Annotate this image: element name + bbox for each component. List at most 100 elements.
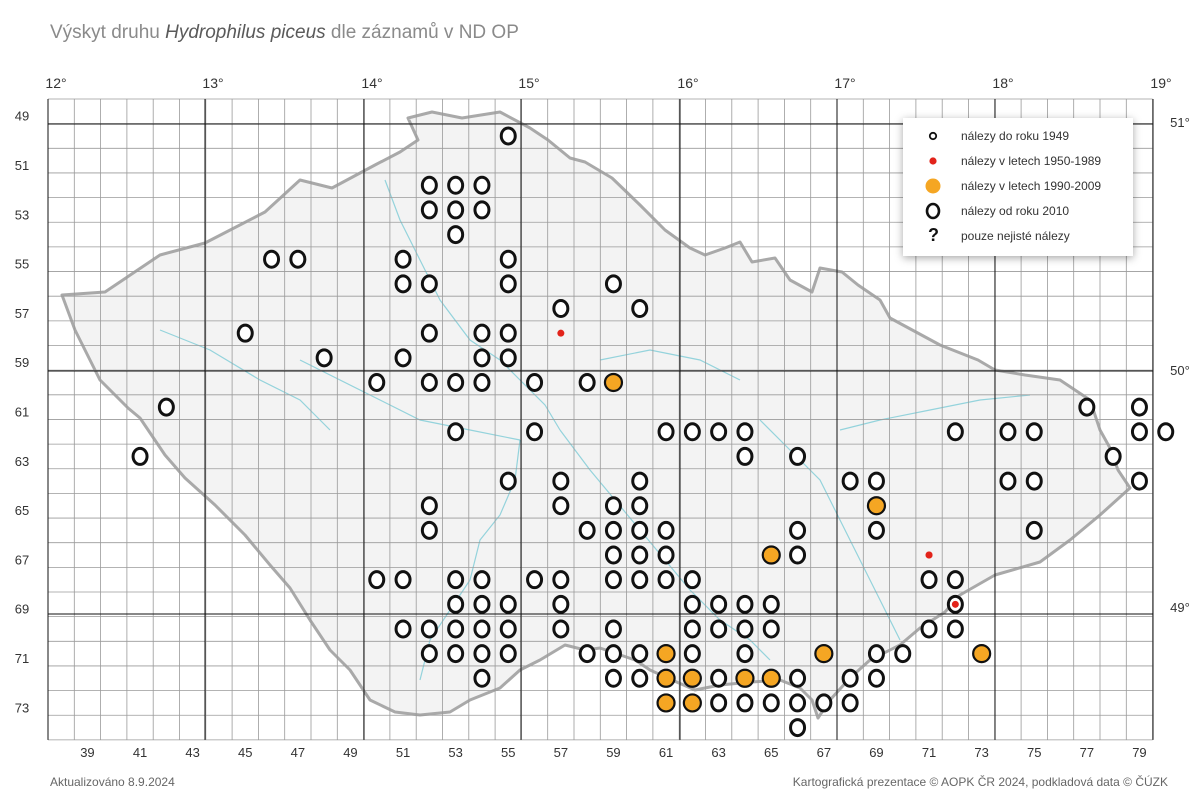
record-2010: [710, 422, 728, 442]
record-2010: [315, 348, 333, 368]
river: [759, 419, 901, 641]
record-2010: [789, 520, 807, 540]
record-1990: [814, 644, 834, 664]
record-2010: [447, 200, 465, 220]
river: [384, 179, 561, 431]
record-1950: [557, 329, 565, 337]
record-2010: [631, 644, 649, 664]
record-2010: [683, 644, 701, 664]
record-2010: [631, 668, 649, 688]
record-2010: [657, 422, 675, 442]
record-2010: [552, 570, 570, 590]
record-2010: [841, 471, 859, 491]
record-2010: [736, 644, 754, 664]
record-2010: [447, 644, 465, 664]
record-2010: [867, 471, 885, 491]
column-label: 55: [501, 745, 515, 760]
record-2010: [867, 668, 885, 688]
record-2010: [499, 619, 517, 639]
record-2010: [920, 619, 938, 639]
record-2010: [473, 348, 491, 368]
record-2010: [867, 520, 885, 540]
column-label: 71: [922, 745, 936, 760]
record-2010: [631, 471, 649, 491]
record-2010: [499, 594, 517, 614]
row-label: 63: [15, 454, 29, 469]
record-2010: [420, 520, 438, 540]
record-2010: [631, 299, 649, 319]
record-2010: [552, 299, 570, 319]
column-label: 57: [554, 745, 568, 760]
row-label: 71: [15, 651, 29, 666]
bold-ring-icon: [925, 202, 941, 220]
record-2010: [289, 249, 307, 269]
record-2010: [447, 594, 465, 614]
legend-label: nálezy do roku 1949: [961, 129, 1070, 143]
record-2010: [420, 496, 438, 516]
record-2010: [394, 570, 412, 590]
record-2010: [263, 249, 281, 269]
column-label: 73: [974, 745, 988, 760]
record-2010: [683, 619, 701, 639]
record-1990-only: [606, 375, 621, 390]
legend-item-1990: nálezy v letech 1990-2009: [903, 174, 1133, 199]
record-2010: [447, 372, 465, 392]
record-2010: [552, 594, 570, 614]
record-2010: [657, 520, 675, 540]
record-2010: [1130, 397, 1148, 417]
column-label: 67: [817, 745, 831, 760]
record-2010: [1104, 446, 1122, 466]
record-2010: [394, 348, 412, 368]
record-2010: [604, 520, 622, 540]
record-2010: [1025, 520, 1043, 540]
record-2010: [526, 372, 544, 392]
column-label: 51: [396, 745, 410, 760]
longitude-label: 14°: [361, 75, 382, 91]
column-label: 41: [133, 745, 147, 760]
record-2010: [447, 225, 465, 245]
record-2010: [526, 422, 544, 442]
record-2010: [736, 594, 754, 614]
record-2010: [631, 520, 649, 540]
record-2010: [710, 619, 728, 639]
row-label: 73: [15, 700, 29, 715]
record-2010: [420, 175, 438, 195]
record-2010: [789, 718, 807, 738]
longitude-label: 19°: [1150, 75, 1171, 91]
record-2010: [683, 422, 701, 442]
record-2010: [473, 175, 491, 195]
record-2010: [499, 249, 517, 269]
record-2010: [368, 372, 386, 392]
record-2010: [394, 619, 412, 639]
red-dot-icon: [929, 157, 937, 165]
record-2010: [499, 348, 517, 368]
record-2010: [736, 422, 754, 442]
legend-label: nálezy od roku 2010: [961, 204, 1070, 218]
record-2010: [710, 668, 728, 688]
legend-item-uncertain: ? pouze nejisté nálezy: [903, 224, 1133, 249]
record-2010: [946, 619, 964, 639]
record-2010: [473, 200, 491, 220]
record-2010: [657, 545, 675, 565]
column-label: 75: [1027, 745, 1041, 760]
record-2010: [473, 372, 491, 392]
record-2010: [420, 323, 438, 343]
row-label: 59: [15, 355, 29, 370]
record-2010: [552, 496, 570, 516]
record-2010: [946, 570, 964, 590]
record-2010: [578, 644, 596, 664]
question-mark-icon: ?: [928, 225, 939, 245]
record-2010: [447, 570, 465, 590]
longitude-label: 16°: [677, 75, 698, 91]
credits-note: Kartografická prezentace © AOPK ČR 2024,…: [792, 775, 1168, 789]
record-2010: [815, 693, 833, 713]
record-2010: [394, 274, 412, 294]
title-species: Hydrophilus piceus: [165, 22, 326, 43]
column-label: 49: [343, 745, 357, 760]
record-2010: [131, 446, 149, 466]
record-2010: [604, 668, 622, 688]
column-label: 69: [869, 745, 883, 760]
title-prefix: Výskyt druhu: [50, 22, 160, 43]
record-2010: [604, 545, 622, 565]
record-1990: [682, 693, 702, 713]
